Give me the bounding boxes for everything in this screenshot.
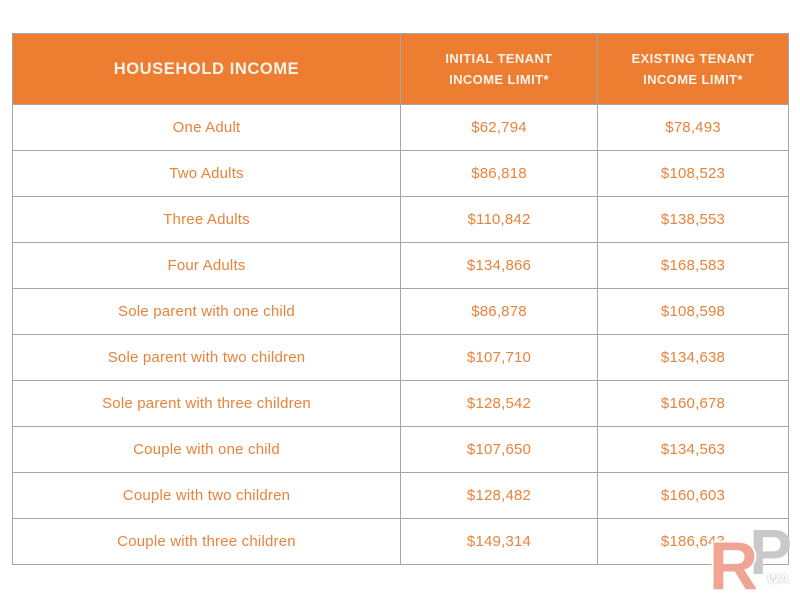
initial-limit-cell: $128,482	[400, 472, 598, 519]
initial-limit-cell: $86,818	[400, 150, 598, 197]
household-cell: Four Adults	[12, 242, 401, 289]
income-limits-table: HOUSEHOLD INCOME INITIAL TENANT INCOME L…	[12, 33, 789, 565]
table-row: Two Adults $86,818 $108,523	[12, 150, 789, 197]
col-header-initial-tenant-limit: INITIAL TENANT INCOME LIMIT*	[400, 33, 598, 105]
existing-limit-cell: $168,583	[597, 242, 789, 289]
initial-limit-cell: $107,710	[400, 334, 598, 381]
existing-limit-cell: $134,638	[597, 334, 789, 381]
household-cell: Sole parent with one child	[12, 288, 401, 335]
table-row: Sole parent with three children $128,542…	[12, 380, 789, 427]
initial-limit-cell: $128,542	[400, 380, 598, 427]
table-row: Couple with one child $107,650 $134,563	[12, 426, 789, 473]
existing-limit-cell: $78,493	[597, 104, 789, 151]
income-limits-table-graphic: HOUSEHOLD INCOME INITIAL TENANT INCOME L…	[12, 33, 789, 565]
table-row: Couple with three children $149,314 $186…	[12, 518, 789, 565]
initial-limit-cell: $149,314	[400, 518, 598, 565]
existing-limit-cell: $138,553	[597, 196, 789, 243]
existing-limit-cell: $186,643	[597, 518, 789, 565]
initial-limit-cell: $110,842	[400, 196, 598, 243]
existing-limit-cell: $134,563	[597, 426, 789, 473]
household-cell: Three Adults	[12, 196, 401, 243]
table-body: One Adult $62,794 $78,493 Two Adults $86…	[12, 104, 789, 565]
table-row: Couple with two children $128,482 $160,6…	[12, 472, 789, 519]
watermark-wa-label: WA	[767, 571, 790, 586]
col-header-household-income: HOUSEHOLD INCOME	[12, 33, 401, 105]
col-header-existing-tenant-limit: EXISTING TENANT INCOME LIMIT*	[597, 33, 789, 105]
household-cell: Couple with one child	[12, 426, 401, 473]
existing-limit-cell: $160,603	[597, 472, 789, 519]
table-row: Three Adults $110,842 $138,553	[12, 196, 789, 243]
existing-limit-cell: $108,598	[597, 288, 789, 335]
table-row: Sole parent with two children $107,710 $…	[12, 334, 789, 381]
household-cell: Sole parent with three children	[12, 380, 401, 427]
household-cell: Two Adults	[12, 150, 401, 197]
household-cell: One Adult	[12, 104, 401, 151]
initial-limit-cell: $134,866	[400, 242, 598, 289]
table-row: One Adult $62,794 $78,493	[12, 104, 789, 151]
table-row: Sole parent with one child $86,878 $108,…	[12, 288, 789, 335]
household-cell: Sole parent with two children	[12, 334, 401, 381]
household-cell: Couple with two children	[12, 472, 401, 519]
initial-limit-cell: $86,878	[400, 288, 598, 335]
header-row: HOUSEHOLD INCOME INITIAL TENANT INCOME L…	[12, 33, 789, 105]
table-row: Four Adults $134,866 $168,583	[12, 242, 789, 289]
initial-limit-cell: $107,650	[400, 426, 598, 473]
existing-limit-cell: $108,523	[597, 150, 789, 197]
existing-limit-cell: $160,678	[597, 380, 789, 427]
household-cell: Couple with three children	[12, 518, 401, 565]
initial-limit-cell: $62,794	[400, 104, 598, 151]
